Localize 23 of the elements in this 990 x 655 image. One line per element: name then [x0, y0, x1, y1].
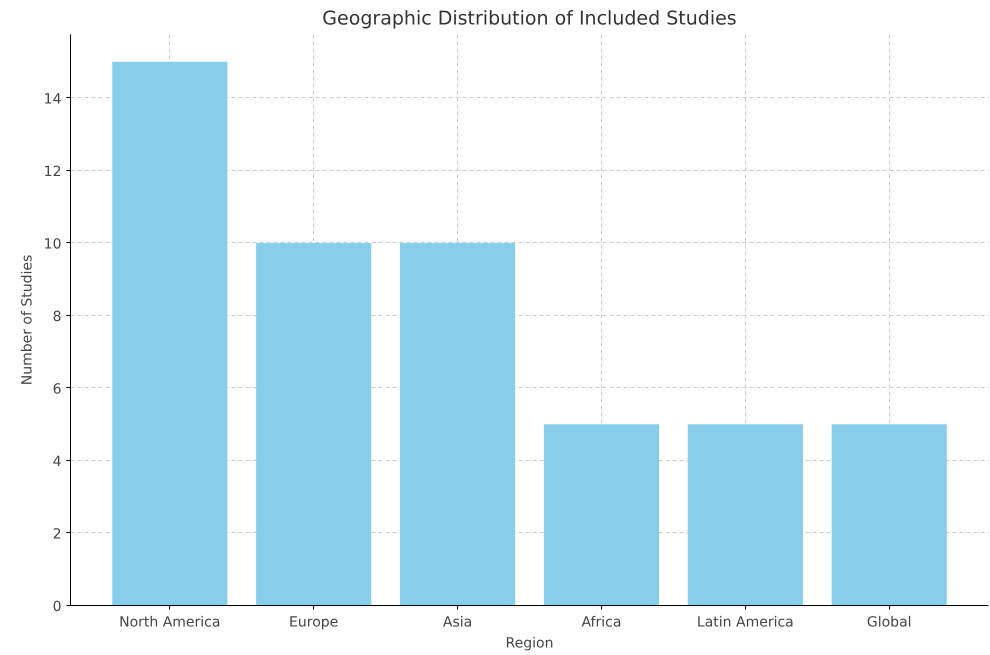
y-tick-label: 6	[52, 381, 62, 398]
x-tick-label: Latin America	[696, 614, 794, 630]
y-tick-label: 8	[52, 308, 62, 325]
x-tick-label: Asia	[442, 614, 472, 630]
x-axis-title: Region	[506, 636, 554, 652]
x-tick-label: Africa	[581, 614, 622, 630]
y-tick-label: 12	[44, 164, 62, 180]
bar	[256, 242, 372, 606]
chart-title: Geographic Distribution of Included Studies	[322, 8, 737, 30]
bar	[544, 424, 659, 606]
bar	[112, 62, 228, 606]
y-tick-label: 4	[52, 454, 62, 470]
bar	[688, 424, 803, 606]
y-axis-title: Number of Studies	[20, 254, 36, 386]
bar	[400, 242, 516, 606]
x-tick-label: Global	[866, 614, 912, 630]
y-tick-label: 0	[52, 599, 62, 615]
y-tick-label: 2	[52, 526, 62, 542]
bar	[832, 424, 947, 606]
x-tick-label: North America	[119, 614, 220, 630]
y-tick-label: 10	[44, 236, 62, 252]
x-tick-label: Europe	[289, 614, 338, 630]
y-tick-label: 14	[44, 91, 62, 108]
